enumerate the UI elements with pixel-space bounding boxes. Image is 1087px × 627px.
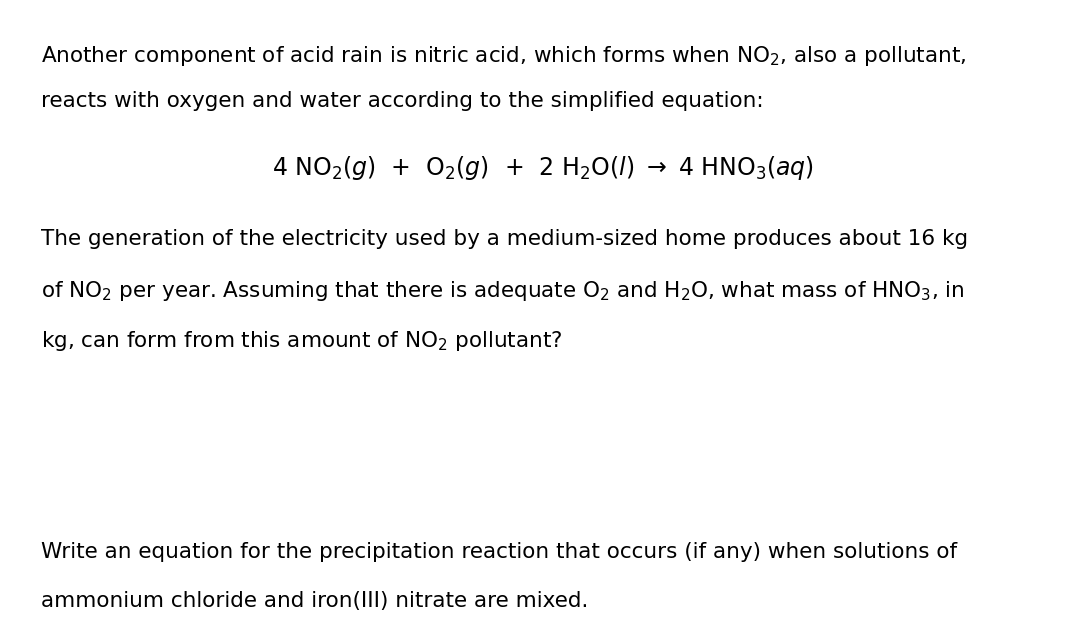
Text: reacts with oxygen and water according to the simplified equation:: reacts with oxygen and water according t… (41, 91, 764, 111)
Text: The generation of the electricity used by a medium-sized home produces about 16 : The generation of the electricity used b… (41, 229, 969, 249)
Text: ammonium chloride and iron(III) nitrate are mixed.: ammonium chloride and iron(III) nitrate … (41, 591, 589, 611)
Text: of NO$_2$ per year. Assuming that there is adequate O$_2$ and H$_2$O, what mass : of NO$_2$ per year. Assuming that there … (41, 279, 965, 303)
Text: kg, can form from this amount of NO$_2$ pollutant?: kg, can form from this amount of NO$_2$ … (41, 329, 563, 353)
Text: Another component of acid rain is nitric acid, which forms when NO$_2$, also a p: Another component of acid rain is nitric… (41, 44, 966, 68)
Text: Write an equation for the precipitation reaction that occurs (if any) when solut: Write an equation for the precipitation … (41, 542, 958, 562)
Text: 4 NO$_2$($g$)  +  O$_2$($g$)  +  2 H$_2$O($l$) $\rightarrow$ 4 HNO$_3$($aq$): 4 NO$_2$($g$) + O$_2$($g$) + 2 H$_2$O($l… (273, 154, 814, 182)
